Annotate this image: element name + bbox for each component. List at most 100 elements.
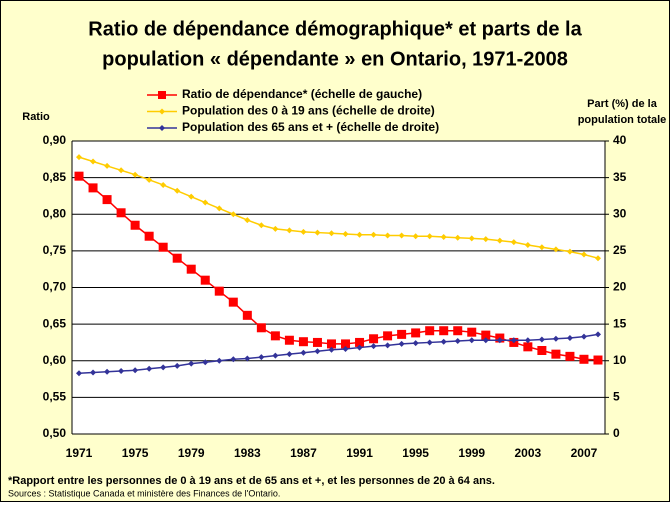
marker <box>468 235 475 242</box>
marker <box>132 367 139 374</box>
y2-tick-label: 20 <box>613 280 627 294</box>
marker <box>286 227 293 234</box>
marker <box>566 335 573 342</box>
marker <box>412 233 419 240</box>
marker <box>230 356 237 363</box>
marker <box>468 337 475 344</box>
marker <box>242 310 252 320</box>
marker <box>300 228 307 235</box>
y2-tick-label: 35 <box>613 170 627 184</box>
marker <box>440 233 447 240</box>
marker <box>398 340 405 347</box>
chart-title: population « dépendante » en Ontario, 19… <box>102 48 568 70</box>
y2-tick-label: 40 <box>613 133 627 147</box>
marker <box>76 154 83 161</box>
marker <box>244 355 251 362</box>
y-axis-title: Ratio <box>22 111 50 123</box>
marker <box>552 246 559 253</box>
marker <box>412 340 419 347</box>
marker <box>538 244 545 251</box>
y2-tick-label: 15 <box>613 316 627 330</box>
marker <box>370 343 377 350</box>
marker <box>580 333 587 340</box>
marker <box>104 162 111 169</box>
marker <box>496 237 503 244</box>
marker <box>174 362 181 369</box>
marker <box>454 234 461 241</box>
marker <box>481 330 491 340</box>
marker <box>397 329 407 339</box>
marker <box>523 342 533 352</box>
marker <box>496 337 503 344</box>
marker <box>510 239 517 246</box>
marker <box>159 125 165 131</box>
marker <box>90 158 97 165</box>
marker <box>74 171 84 181</box>
marker <box>158 242 168 252</box>
marker <box>314 348 321 355</box>
marker <box>159 108 165 115</box>
marker <box>439 326 449 336</box>
x-tick-label: 1983 <box>234 446 261 460</box>
y2-tick-label: 5 <box>613 390 620 404</box>
marker <box>565 351 575 361</box>
y-tick-label: 0,80 <box>43 206 67 220</box>
y2-axis-title: Part (%) de la <box>587 98 658 110</box>
marker <box>552 335 559 342</box>
y2-tick-label: 0 <box>613 426 620 440</box>
marker <box>286 351 293 358</box>
marker <box>118 167 125 174</box>
marker <box>118 368 125 375</box>
marker <box>537 345 547 355</box>
marker <box>216 205 223 212</box>
marker <box>510 337 517 344</box>
marker <box>356 344 363 351</box>
y-tick-label: 0,60 <box>43 353 67 367</box>
marker <box>440 338 447 345</box>
marker <box>312 337 322 347</box>
marker <box>104 368 111 375</box>
marker <box>355 337 365 347</box>
marker <box>341 339 351 349</box>
marker <box>188 193 195 200</box>
marker <box>116 208 126 218</box>
marker <box>594 255 601 262</box>
marker <box>482 337 489 344</box>
marker <box>342 346 349 353</box>
y-tick-label: 0,70 <box>43 280 67 294</box>
marker <box>186 264 196 274</box>
y-tick-label: 0,85 <box>43 170 67 184</box>
marker <box>580 251 587 258</box>
marker <box>326 339 336 349</box>
chart-title: Ratio de dépendance démographique* et pa… <box>88 18 582 40</box>
y2-axis-title: population totale <box>578 114 667 126</box>
x-tick-label: 1975 <box>122 446 149 460</box>
marker <box>538 336 545 343</box>
marker <box>467 327 477 337</box>
marker <box>579 354 589 364</box>
y2-tick-label: 30 <box>613 206 627 220</box>
marker <box>172 253 182 263</box>
legend-label: Population des 0 à 19 ans (échelle de dr… <box>182 104 435 118</box>
marker <box>425 326 435 336</box>
marker <box>270 331 280 341</box>
marker <box>200 275 210 285</box>
legend-label: Ratio de dépendance* (échelle de gauche) <box>182 87 422 101</box>
marker <box>160 181 167 188</box>
marker <box>398 232 405 239</box>
y-tick-label: 0,75 <box>43 243 67 257</box>
y-tick-label: 0,65 <box>43 316 67 330</box>
marker <box>426 339 433 346</box>
x-tick-label: 1991 <box>346 446 373 460</box>
marker <box>88 183 98 193</box>
marker <box>300 349 307 356</box>
y-tick-label: 0,55 <box>43 390 67 404</box>
marker <box>342 231 349 238</box>
footnote: *Rapport entre les personnes de 0 à 19 a… <box>8 475 495 487</box>
marker <box>384 232 391 239</box>
marker <box>524 242 531 249</box>
marker <box>132 171 139 178</box>
marker <box>453 326 463 336</box>
marker <box>216 357 223 364</box>
